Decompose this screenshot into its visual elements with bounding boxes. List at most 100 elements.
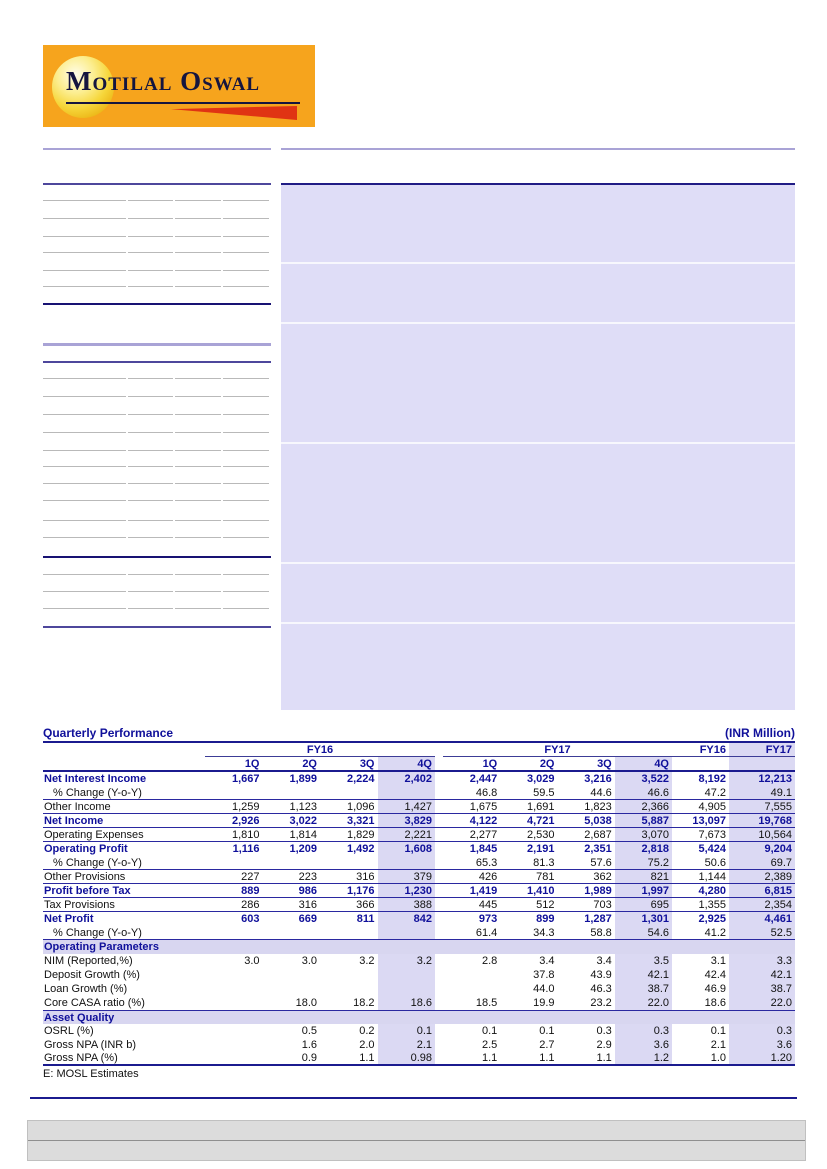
redacted-line	[43, 500, 271, 501]
table-cell: 1.6	[301, 1039, 317, 1051]
table-cell	[205, 856, 263, 869]
table-cell: 227	[241, 870, 260, 883]
table-cell: 47.2	[704, 786, 726, 799]
table-cell: 695	[614, 898, 672, 911]
table-row: Profit before Tax 889 986 1,176 1,230 1,419 1,…	[43, 884, 795, 898]
table-title-row: Quarterly Performance (INR Million)	[43, 726, 795, 743]
table-cell: 22.0	[729, 996, 795, 1010]
column-header-4q-fy16: 4Q	[377, 757, 435, 770]
table-cell: 1,608	[377, 842, 435, 856]
row-label: Net Interest Income	[44, 773, 147, 785]
table-cell: 46.6	[614, 786, 672, 799]
table-cell: 2,354	[729, 898, 795, 911]
table-row: Other Provisions 227 223 316 379 426 781 362 821…	[43, 870, 795, 884]
logo-sun-icon	[52, 56, 114, 118]
table-cell: 52.5	[729, 926, 795, 939]
table-cell	[377, 968, 435, 982]
table-cell	[263, 786, 321, 799]
table-cell: 1,823	[584, 800, 612, 813]
redacted-line	[43, 183, 271, 185]
table-cell: 703	[593, 898, 612, 911]
motilal-oswal-logo: Motilal Oswal	[43, 45, 315, 127]
table-cell: 1.1	[596, 1052, 612, 1064]
table-cell: 1.0	[710, 1052, 726, 1064]
row-label: NIM (Reported,%)	[44, 955, 133, 967]
table-cell: 7,673	[698, 828, 726, 841]
table-cell: 3,216	[584, 773, 612, 785]
table-cell: 81.3	[533, 856, 555, 869]
redacted-line	[43, 626, 271, 628]
table-cell	[443, 968, 500, 982]
table-cell: 1,144	[698, 870, 726, 883]
redacted-line	[43, 432, 271, 433]
table-cell: 3.4	[596, 955, 612, 967]
table-cell: 1,259	[231, 800, 260, 813]
table-cell: 42.1	[729, 968, 795, 982]
table-cell: 38.7	[614, 982, 672, 996]
table-cell	[320, 856, 378, 869]
table-cell: 0.1	[710, 1025, 726, 1037]
table-cell	[43, 743, 205, 757]
table-cell	[205, 786, 263, 799]
row-label: Other Provisions	[44, 870, 126, 883]
table-cell	[205, 1024, 263, 1038]
table-cell: 8,192	[698, 773, 726, 785]
table-section-row: Asset Quality	[43, 1010, 795, 1024]
table-cell: 1,096	[346, 800, 375, 813]
redacted-line	[43, 414, 271, 415]
table-cell: 3.4	[539, 955, 555, 967]
redacted-line	[43, 236, 271, 237]
table-cell: 18.2	[353, 997, 375, 1009]
quarterly-performance-table: Quarterly Performance (INR Million) FY16…	[43, 726, 795, 1081]
table-cell	[263, 926, 321, 939]
table-cell: 10,564	[729, 828, 795, 841]
table-cell: 1,814	[289, 828, 317, 841]
table-cell: 1,123	[289, 800, 317, 813]
table-cell: 2,351	[584, 843, 612, 855]
row-label: Profit before Tax	[44, 884, 131, 897]
table-cell: 1,675	[469, 800, 498, 813]
table-cell: 1.1	[359, 1052, 375, 1064]
table-cell: 2,402	[377, 772, 435, 786]
table-row: Core CASA ratio (%) 18.0 18.2 18.6 18.5 19.9 2…	[43, 996, 795, 1010]
table-cell: 0.98	[377, 1052, 435, 1064]
table-cell: 1,410	[526, 884, 555, 897]
table-cell: 7,555	[729, 800, 795, 813]
table-cell: 0.9	[301, 1052, 317, 1064]
table-row: Net Interest Income 1,667 1,899 2,224 2,402 2…	[43, 772, 795, 786]
table-cell: 1.2	[614, 1052, 672, 1064]
table-cell: 1,230	[377, 884, 435, 897]
table-row: OSRL (%) 0.5 0.2 0.1 0.1 0.1 0.3 0.3 0.1 0.3	[43, 1024, 795, 1038]
table-cell: 1,667	[231, 773, 260, 785]
table-cell	[443, 982, 500, 996]
table-cell: 2.1	[710, 1039, 726, 1051]
table-row: % Change (Y-o-Y) 65.3 81.3 57.6 75.2 50.6 69.7	[43, 856, 795, 870]
table-cell: 43.9	[590, 969, 612, 981]
table-unit-label: (INR Million)	[725, 726, 795, 740]
logo-swoosh-icon	[171, 106, 297, 120]
table-cell: 1,492	[346, 843, 375, 855]
section-label: Operating Parameters	[44, 941, 159, 953]
table-cell: 19.9	[533, 997, 555, 1009]
table-cell: 3.6	[614, 1038, 672, 1052]
table-cell: 2,191	[526, 843, 555, 855]
table-cell: 669	[298, 913, 317, 925]
table-cell: 5,038	[584, 814, 612, 827]
table-cell: 0.1	[539, 1025, 555, 1037]
table-cell: 2.0	[359, 1039, 375, 1051]
table-cell: 2.1	[377, 1038, 435, 1052]
redacted-line	[43, 303, 271, 305]
table-cell	[205, 982, 263, 996]
redacted-line	[43, 466, 271, 467]
table-cell: 50.6	[704, 856, 726, 869]
placeholder-gridline	[281, 562, 795, 564]
logo-wordmark: Motilal Oswal	[66, 66, 261, 96]
table-cell	[205, 926, 263, 939]
table-cell: 811	[356, 913, 375, 925]
table-cell: 2,818	[614, 842, 672, 856]
table-cell	[377, 926, 435, 939]
table-cell: 362	[593, 870, 612, 883]
table-cell: 46.3	[590, 983, 612, 995]
table-cell: 1,355	[698, 898, 726, 911]
